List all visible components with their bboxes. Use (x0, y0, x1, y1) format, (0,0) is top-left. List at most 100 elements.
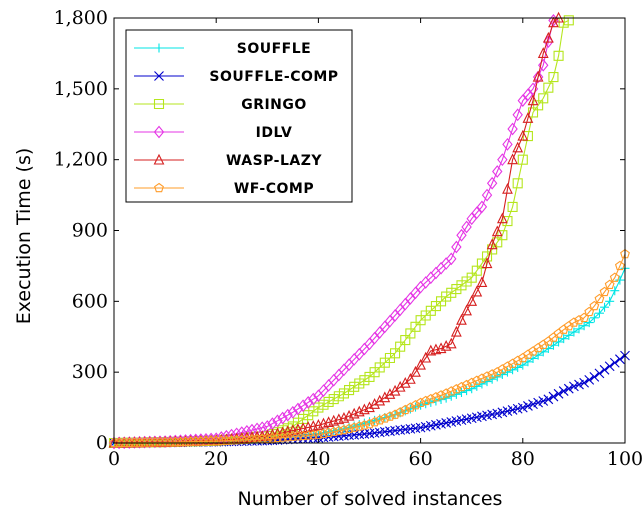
data-point (543, 394, 554, 405)
data-point (206, 436, 217, 446)
data-point (497, 230, 508, 241)
data-point (517, 94, 529, 108)
data-point (589, 300, 600, 311)
data-point (349, 422, 360, 432)
data-point (404, 373, 416, 384)
data-point (262, 433, 273, 443)
legend-marker (153, 98, 165, 110)
x-tick-label: 100 (607, 448, 643, 470)
data-point (374, 326, 385, 339)
data-point (344, 423, 354, 434)
data-point (175, 436, 186, 447)
data-point (410, 400, 421, 410)
data-point (456, 313, 467, 325)
data-point (441, 393, 451, 403)
data-point (553, 388, 564, 399)
data-point (533, 342, 544, 353)
data-point (563, 320, 574, 331)
data-point (308, 392, 319, 406)
data-point (600, 302, 610, 312)
data-point (400, 404, 411, 415)
data-point (517, 352, 528, 363)
data-point (277, 432, 288, 442)
data-point (533, 100, 544, 111)
data-point (461, 379, 472, 390)
data-point (221, 429, 232, 443)
data-point (487, 374, 497, 384)
data-point (129, 437, 140, 447)
data-point (543, 336, 554, 346)
data-point (548, 71, 559, 83)
data-point (389, 384, 401, 396)
data-point (559, 334, 569, 344)
data-point (134, 437, 145, 447)
data-point (328, 394, 339, 405)
data-point (532, 70, 544, 82)
data-point (287, 431, 298, 441)
data-point (394, 303, 406, 317)
data-point (272, 432, 283, 443)
data-point (436, 395, 446, 405)
data-point (599, 286, 610, 297)
data-point (466, 295, 478, 306)
data-point (165, 436, 176, 447)
data-point (420, 351, 432, 363)
data-point (558, 386, 569, 396)
data-point (246, 423, 258, 437)
data-point (466, 272, 477, 283)
data-point (400, 297, 411, 311)
legend-marker (153, 153, 165, 165)
data-point (308, 429, 319, 440)
data-point (293, 431, 303, 441)
legend-item: WASP-LAZY (134, 153, 322, 169)
data-point (221, 435, 232, 445)
data-point (272, 414, 283, 428)
data-point (390, 348, 401, 359)
data-point (451, 383, 462, 394)
data-point (507, 153, 518, 165)
data-point (466, 377, 477, 387)
data-point (496, 212, 508, 224)
data-point (574, 379, 584, 390)
data-point (522, 131, 533, 142)
data-point (471, 285, 483, 297)
data-point (384, 314, 396, 328)
legend-label: SOUFFLE (237, 41, 311, 57)
data-point (190, 436, 201, 446)
data-point (160, 437, 171, 447)
data-point (461, 276, 472, 287)
data-point (400, 335, 411, 346)
data-point (303, 410, 314, 421)
data-point (502, 182, 513, 194)
data-point (532, 70, 544, 84)
data-point (425, 305, 436, 316)
data-point (522, 349, 533, 359)
data-point (527, 94, 539, 106)
data-point (282, 431, 293, 442)
legend-marker (153, 125, 165, 139)
data-point (436, 390, 446, 400)
axis-ticks: 0 20 40 60 80 100 0 300 600 900 1,200 1,500 1,800 (54, 7, 644, 470)
data-point (492, 372, 502, 382)
data-point (610, 286, 620, 296)
data-point (369, 417, 380, 427)
data-point (487, 369, 498, 379)
data-point (441, 388, 452, 398)
data-point (456, 381, 467, 392)
data-point (537, 47, 549, 58)
data-point (542, 31, 554, 43)
data-point (292, 417, 304, 428)
data-point (553, 50, 564, 61)
data-point (497, 364, 508, 374)
data-point (399, 376, 411, 388)
data-point (569, 381, 579, 392)
data-point (553, 328, 564, 338)
data-point (435, 296, 447, 307)
data-point (379, 357, 390, 368)
data-point (604, 361, 615, 372)
data-point (323, 396, 334, 407)
data-point (497, 370, 507, 380)
data-point (502, 361, 513, 371)
data-point (569, 327, 579, 337)
data-point (456, 228, 467, 242)
